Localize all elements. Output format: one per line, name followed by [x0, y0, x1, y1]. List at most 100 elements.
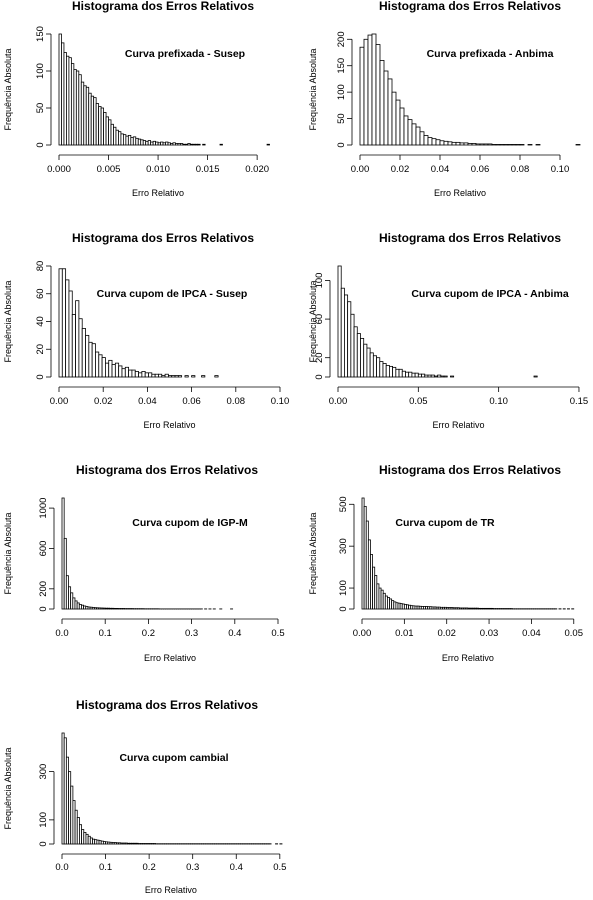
x-tick-label: 0.005 — [97, 164, 121, 175]
y-tick-label: 200 — [336, 31, 347, 47]
histogram-bar — [148, 372, 153, 378]
y-tick-label: 0 — [38, 841, 49, 846]
histogram-bar — [371, 33, 377, 146]
histogram-panel-2: Histograma dos Erros Relativos Curva pref… — [308, 0, 581, 198]
histogram-bar — [451, 141, 457, 146]
histogram-bar — [519, 144, 525, 146]
histogram-bar — [167, 375, 173, 378]
y-axis-label: Frequência Absoluta — [308, 512, 318, 594]
histogram-bar — [372, 355, 377, 378]
histogram-bar — [350, 313, 355, 378]
x-tick-label: 0.5 — [273, 862, 286, 873]
histogram-bar — [124, 366, 130, 378]
x-tick-label: 0.015 — [196, 164, 220, 175]
histogram-bar — [535, 144, 541, 146]
histogram-bar — [191, 375, 196, 378]
x-axis-label: Erro Relativo — [442, 653, 494, 663]
histogram-bar — [511, 144, 517, 146]
y-tick-label: 500 — [338, 496, 349, 512]
histogram-bar — [433, 375, 438, 378]
x-tick-label: 0.1 — [99, 862, 112, 873]
histogram-bar — [214, 375, 219, 378]
x-tick-label: 0.2 — [142, 628, 155, 639]
histogram-bar — [184, 375, 189, 378]
y-tick-label: 0 — [35, 374, 46, 379]
y-axis-label: Frequência Absoluta — [3, 512, 13, 594]
histogram-bars — [58, 33, 270, 146]
histogram-panel-5: Histograma dos Erros Relativos Curva cupo… — [3, 463, 285, 663]
histogram-bar — [369, 352, 374, 378]
y-tick-label: 600 — [38, 541, 49, 557]
x-tick-label: 0.04 — [431, 164, 450, 175]
histogram-bar — [114, 362, 120, 378]
x-tick-label: 0.020 — [245, 164, 269, 175]
histogram-bar — [197, 143, 201, 146]
chart-annotation: Curva cupom de IPCA - Anbima — [411, 288, 568, 300]
histogram-bar — [71, 314, 76, 378]
histogram-bar — [491, 144, 497, 146]
histogram-bar — [356, 333, 361, 378]
histogram-bar — [88, 341, 93, 378]
histogram-bar — [443, 375, 448, 378]
histogram-bar — [266, 143, 270, 146]
histogram-bar — [447, 141, 453, 146]
histogram-bar — [431, 138, 437, 146]
histogram-bar — [91, 343, 96, 378]
histogram-bar — [401, 370, 406, 378]
y-tick-label: 0 — [338, 606, 349, 611]
y-axis-label: Frequência Absoluta — [3, 747, 13, 829]
x-tick-label: 0.04 — [522, 628, 541, 639]
chart-annotation: Curva cupom de IPCA - Susep — [97, 288, 248, 300]
y-tick-label: 40 — [35, 316, 46, 327]
x-tick-label: 0.4 — [228, 628, 241, 639]
histogram-bar — [424, 374, 429, 378]
histogram-bar — [475, 143, 481, 146]
chart-title: Histograma dos Erros Relativos — [76, 698, 258, 712]
histogram-bar — [78, 318, 83, 378]
histogram-bar — [379, 361, 384, 378]
histogram-bar — [141, 371, 146, 378]
x-tick-label: 0.02 — [94, 396, 113, 407]
x-tick-label: 0.3 — [185, 628, 198, 639]
histogram-bar — [414, 372, 419, 378]
chart-annotation: Curva cupom de IGP-M — [132, 517, 248, 529]
histogram-bar — [483, 143, 489, 146]
histogram-bar — [75, 300, 80, 378]
x-tick-label: 0.00 — [353, 628, 372, 639]
x-tick-label: 0.15 — [570, 396, 589, 407]
histogram-bar — [459, 142, 465, 146]
histogram-bar — [134, 371, 139, 378]
histogram-bars — [359, 33, 581, 146]
x-tick-label: 0.08 — [511, 164, 530, 175]
histogram-bars — [361, 497, 575, 610]
histogram-bars — [61, 497, 234, 610]
histogram-bar — [344, 294, 349, 378]
histogram-bar — [219, 143, 223, 146]
histogram-bar — [417, 373, 422, 378]
x-tick-label: 0.4 — [230, 862, 243, 873]
chart-title: Histograma dos Erros Relativos — [72, 231, 254, 245]
histogram-bar — [439, 140, 445, 146]
y-tick-label: 100 — [35, 63, 46, 79]
y-tick-label: 60 — [314, 314, 325, 325]
y-tick-label: 100 — [314, 273, 325, 289]
histogram-bar — [450, 375, 455, 378]
histogram-bar — [375, 44, 381, 146]
x-tick-label: 0.0 — [55, 862, 68, 873]
histogram-bar — [443, 140, 449, 146]
histogram-bar — [575, 144, 581, 146]
histogram-bar — [411, 372, 416, 378]
y-tick-label: 100 — [336, 84, 347, 100]
histogram-bar — [407, 119, 413, 146]
histogram-bar — [383, 70, 389, 146]
histogram-bar — [65, 279, 70, 378]
histogram-bars — [337, 265, 538, 378]
y-tick-label: 0 — [38, 606, 49, 611]
histogram-bar — [399, 107, 405, 146]
histogram-bar — [177, 375, 183, 378]
histogram-bar — [144, 372, 149, 378]
x-tick-label: 0.01 — [395, 628, 414, 639]
x-tick-label: 0.00 — [351, 164, 370, 175]
histogram-bar — [398, 368, 403, 378]
histogram-panel-6: Histograma dos Erros Relativos Curva cupo… — [308, 463, 583, 663]
